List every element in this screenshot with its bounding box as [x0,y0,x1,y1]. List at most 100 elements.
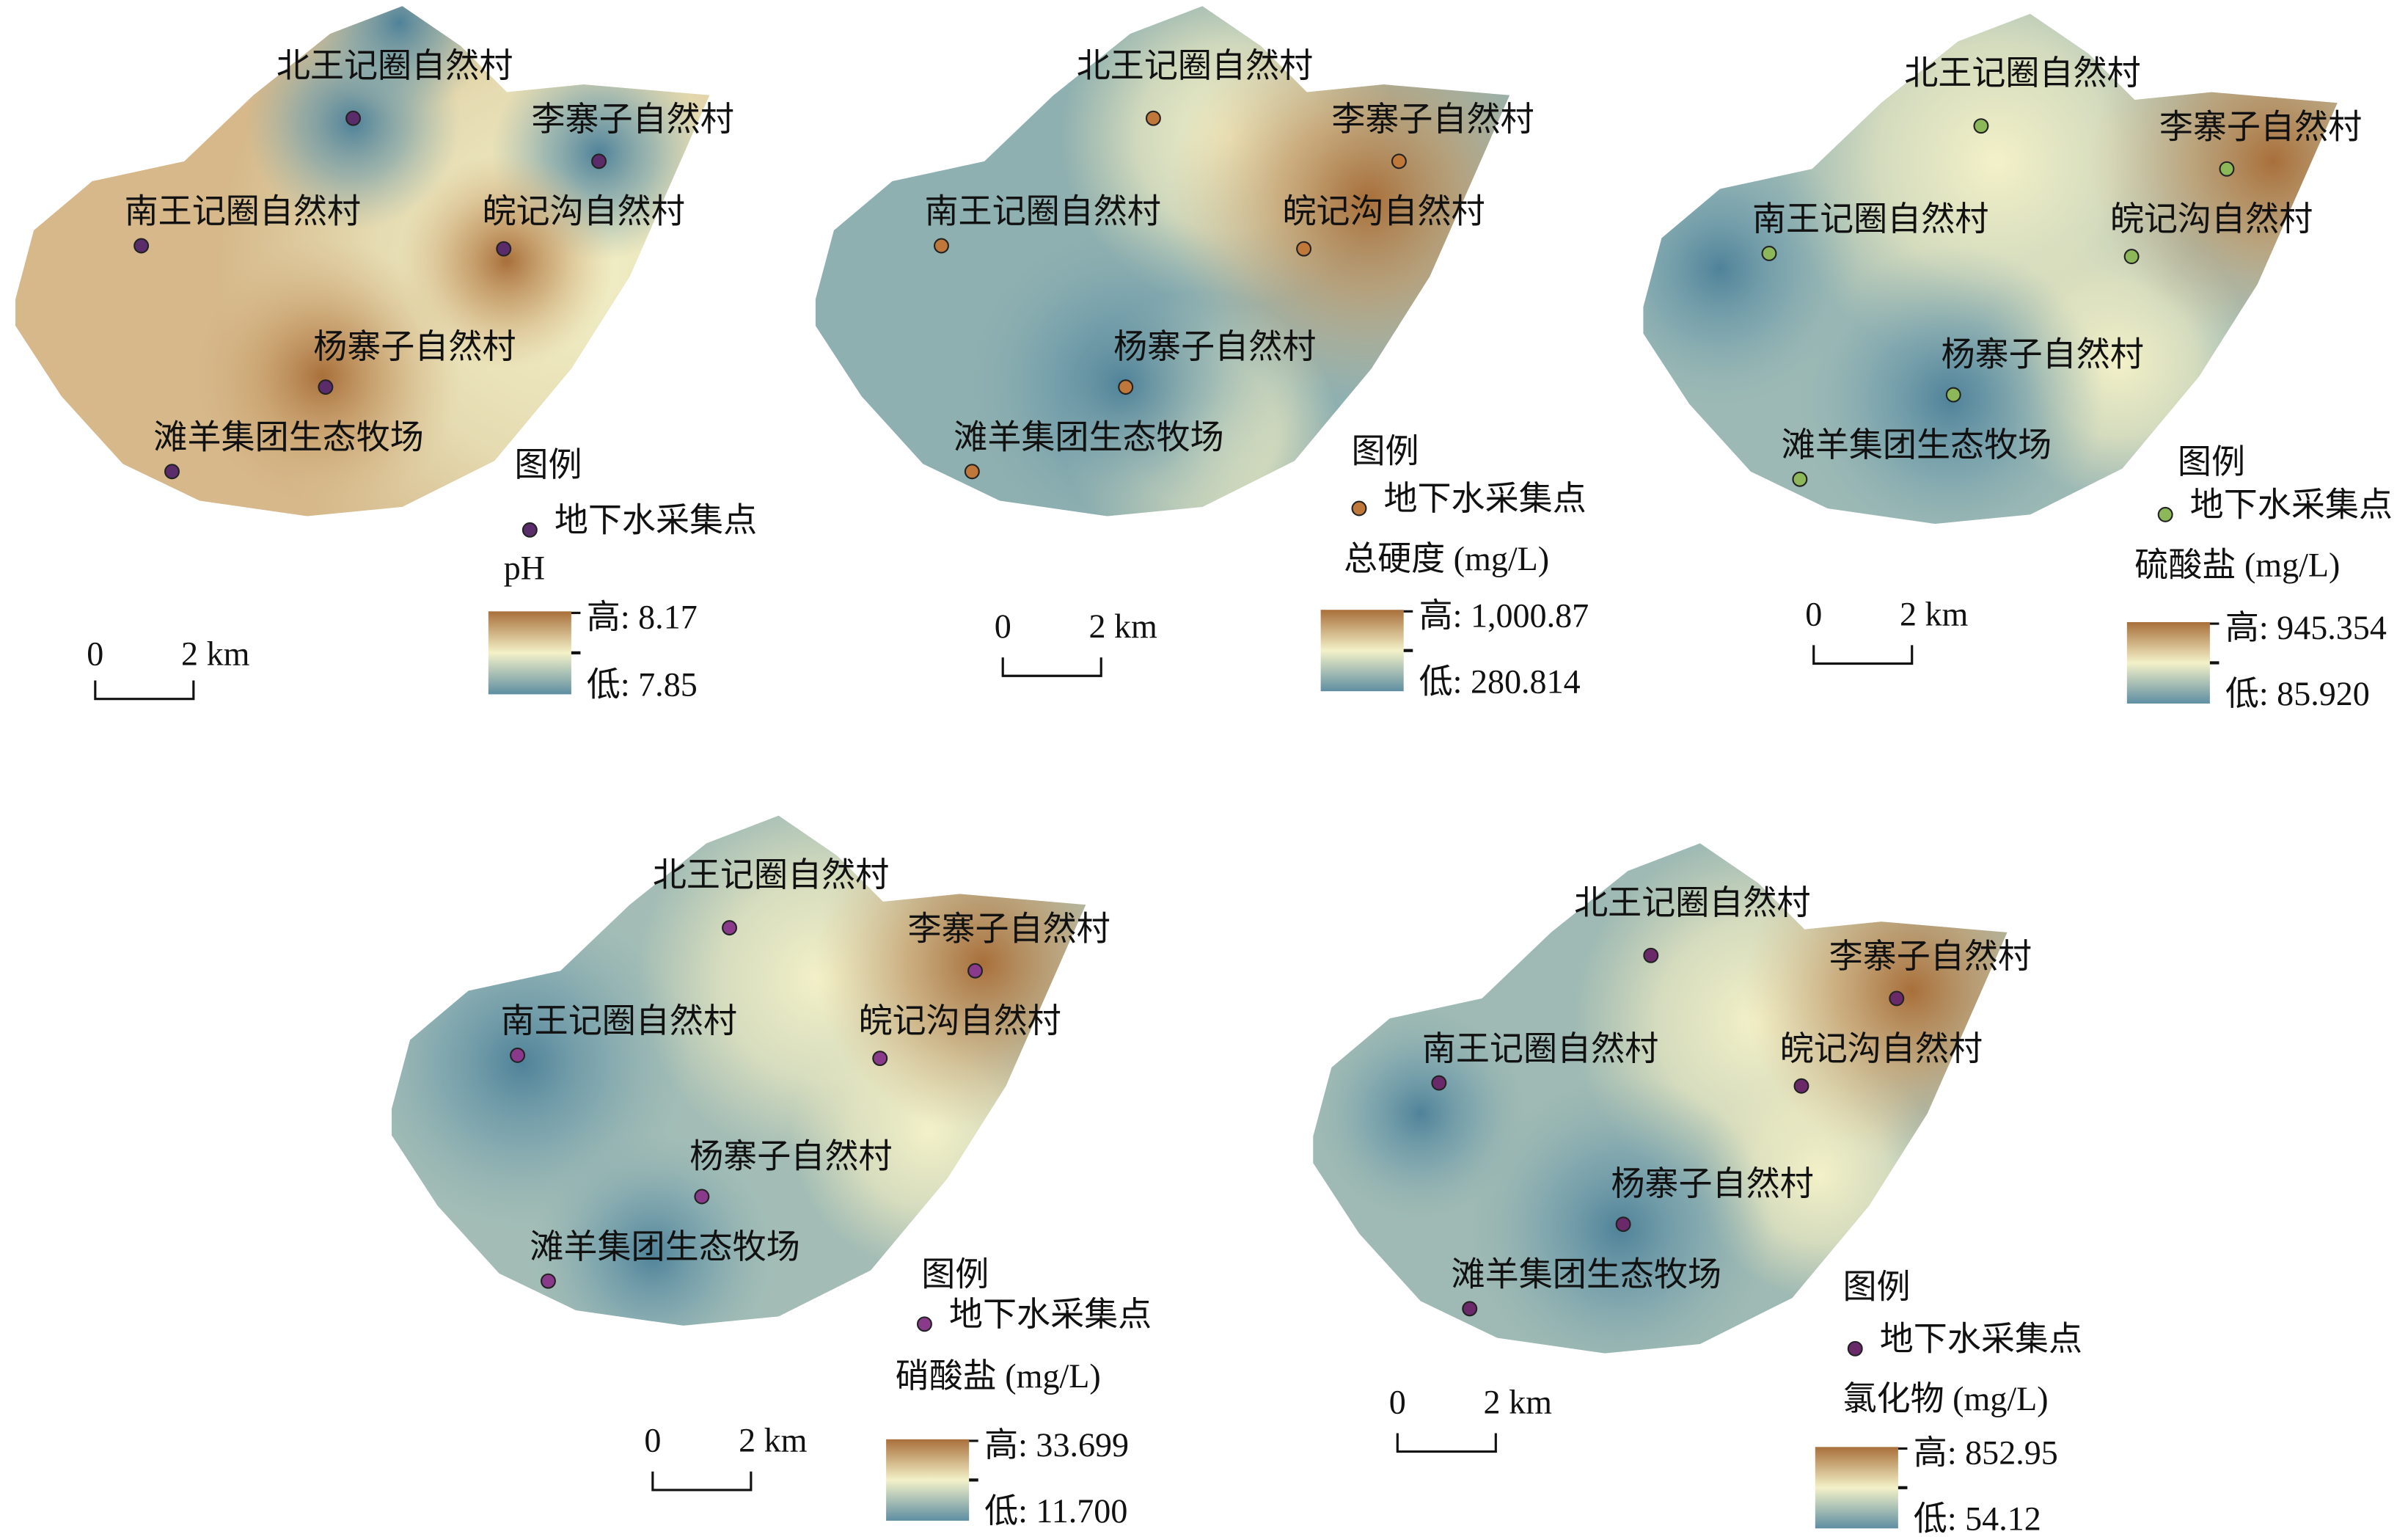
variable-name: 总硬度 (mg/L) [1344,540,1549,577]
village-label: 北王记圈自然村 [1904,54,2140,92]
village-label: 滩羊集团生态牧场 [954,418,1223,456]
legend-title: 图例 [1843,1268,1911,1305]
village-label: 杨寨子自然村 [313,328,516,365]
low-label: 低: 54.12 [1914,1500,2041,1537]
sample-point [934,238,949,254]
color-ramp [2126,621,2210,704]
low-label: 低: 280.814 [1419,662,1581,700]
high-label: 高: 1,000.87 [1419,596,1589,634]
village-label: 南王记圈自然村 [501,1002,737,1040]
sample-point [1118,379,1134,395]
scale-zero: 0 [87,635,103,673]
legend-point [1351,500,1367,516]
legend-item: 地下水采集点 [1383,480,1586,517]
sample-point [722,920,738,936]
variable-name: 硝酸盐 (mg/L) [896,1357,1101,1395]
village-label: 北王记圈自然村 [277,47,513,84]
sample-point [694,1189,710,1205]
sample-point [1296,241,1312,257]
sample-point [872,1051,888,1067]
low-label: 低: 11.700 [984,1492,1127,1530]
sample-point [591,153,607,169]
scale-bar [1396,1433,1497,1453]
sample-point [2123,249,2140,265]
scale-bar [1001,657,1102,677]
sample-point [1945,387,1961,403]
variable-name: 氯化物 (mg/L) [1842,1380,2048,1417]
scale-bar [94,680,195,701]
variable-name: 硫酸盐 (mg/L) [2134,546,2340,583]
village-label: 李寨子自然村 [2159,109,2362,146]
surface-zone [184,238,461,515]
village-label: 杨寨子自然村 [1113,328,1316,365]
sample-point [1431,1075,1447,1091]
sample-point [1792,471,1808,487]
sample-point [541,1273,556,1289]
sample-point [1793,1078,1809,1094]
village-label: 南王记圈自然村 [1752,200,1988,238]
legend-title: 图例 [2178,443,2245,481]
scale-distance: 2 km [1088,607,1157,645]
surface-zone [813,815,1086,1133]
sample-point [496,241,512,257]
legend-item: 地下水采集点 [2190,486,2393,524]
scale-zero: 0 [995,607,1011,645]
low-label: 低: 85.920 [2225,675,2370,712]
high-label: 高: 8.17 [587,598,698,635]
village-label: 李寨子自然村 [531,101,733,138]
village-label: 滩羊集团生态牧场 [153,418,423,456]
village-label: 北王记圈自然村 [1077,47,1313,84]
village-label: 杨寨子自然村 [1611,1165,1813,1202]
scale-distance: 2 km [739,1422,808,1459]
scale-distance: 2 km [181,635,250,673]
village-label: 李寨子自然村 [1829,938,2032,975]
village-label: 皖记沟自然村 [2110,200,2313,238]
sample-point [1761,245,1777,261]
legend-item: 地下水采集点 [949,1296,1152,1333]
village-label: 滩羊集团生态牧场 [1782,426,2052,464]
surface-zone [1313,1006,1529,1222]
scale-zero: 0 [644,1422,661,1459]
village-label: 皖记沟自然村 [1780,1030,1983,1067]
legend-point [916,1316,932,1332]
village-label: 李寨子自然村 [907,910,1110,947]
sample-point [318,379,334,395]
color-ramp [886,1439,970,1521]
scale-zero: 0 [1389,1383,1406,1420]
village-label: 杨寨子自然村 [1942,335,2144,373]
color-ramp [488,611,571,695]
surface-zone [1743,843,2008,1160]
legend-item: 地下水采集点 [1880,1321,2082,1358]
sample-point [1462,1301,1478,1317]
sample-point [1145,110,1161,126]
legend-title: 图例 [921,1256,989,1293]
village-label: 皖记沟自然村 [482,193,684,230]
village-label: 滩羊集团生态牧场 [530,1228,799,1266]
sample-point [1391,153,1407,169]
village-label: 南王记圈自然村 [1422,1030,1658,1067]
surface-zone [399,153,615,369]
high-label: 高: 852.95 [1914,1434,2058,1471]
scale-distance: 2 km [1484,1383,1553,1420]
sample-point [967,963,984,979]
sample-point [345,110,362,126]
village-label: 滩羊集团生态牧场 [1452,1256,1721,1293]
sample-point [1615,1216,1631,1233]
village-label: 北王记圈自然村 [1574,884,1810,921]
village-label: 北王记圈自然村 [653,856,889,894]
sample-point [1973,118,1989,134]
village-label: 皖记沟自然村 [1282,193,1485,230]
sample-point [510,1047,526,1063]
color-ramp [1815,1447,1898,1529]
variable-name: pH [504,549,545,586]
village-label: 李寨子自然村 [1331,101,1534,138]
village-label: 杨寨子自然村 [689,1137,892,1175]
sample-point [133,238,150,254]
legend-item: 地下水采集点 [555,502,757,539]
legend-point [1847,1340,1863,1357]
sample-point [964,464,980,480]
